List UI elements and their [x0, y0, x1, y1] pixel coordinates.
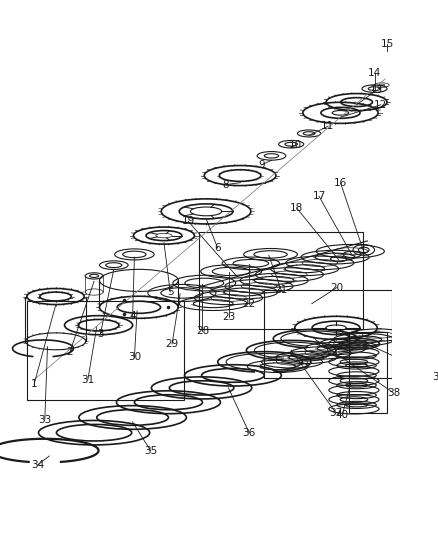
Text: 2: 2 [67, 347, 73, 357]
Text: 29: 29 [166, 339, 179, 349]
Text: 9: 9 [258, 160, 265, 170]
Text: 6: 6 [215, 243, 221, 253]
Text: 23: 23 [223, 312, 236, 322]
Bar [199, 232, 363, 329]
Text: 14: 14 [368, 68, 381, 77]
Text: 20: 20 [330, 282, 343, 293]
Text: 4: 4 [129, 311, 136, 321]
Bar [264, 290, 392, 378]
Text: 33: 33 [38, 415, 51, 425]
Text: 1: 1 [31, 379, 37, 389]
Text: 31: 31 [81, 375, 95, 385]
Text: 39: 39 [432, 372, 438, 382]
Text: 34: 34 [31, 460, 44, 470]
Text: 15: 15 [381, 39, 394, 49]
Text: 28: 28 [196, 326, 209, 336]
Text: 10: 10 [289, 140, 302, 150]
Text: 11: 11 [321, 122, 335, 131]
Text: 5: 5 [167, 287, 173, 297]
Text: 30: 30 [128, 352, 141, 362]
Text: 3: 3 [97, 329, 104, 339]
Text: 17: 17 [312, 191, 325, 201]
Text: 18: 18 [290, 203, 303, 213]
Text: 40: 40 [336, 410, 349, 420]
Text: 16: 16 [334, 177, 347, 188]
Text: 38: 38 [388, 388, 401, 398]
Text: 37: 37 [329, 408, 343, 418]
Text: 13: 13 [370, 85, 383, 95]
Text: 12: 12 [374, 100, 387, 110]
Text: 36: 36 [243, 427, 256, 438]
Text: 35: 35 [144, 446, 157, 456]
Text: 21: 21 [275, 285, 288, 295]
Text: 22: 22 [243, 298, 256, 309]
Bar [350, 333, 387, 413]
Bar [27, 301, 184, 400]
Text: 19: 19 [181, 216, 195, 226]
Text: 8: 8 [223, 180, 229, 190]
